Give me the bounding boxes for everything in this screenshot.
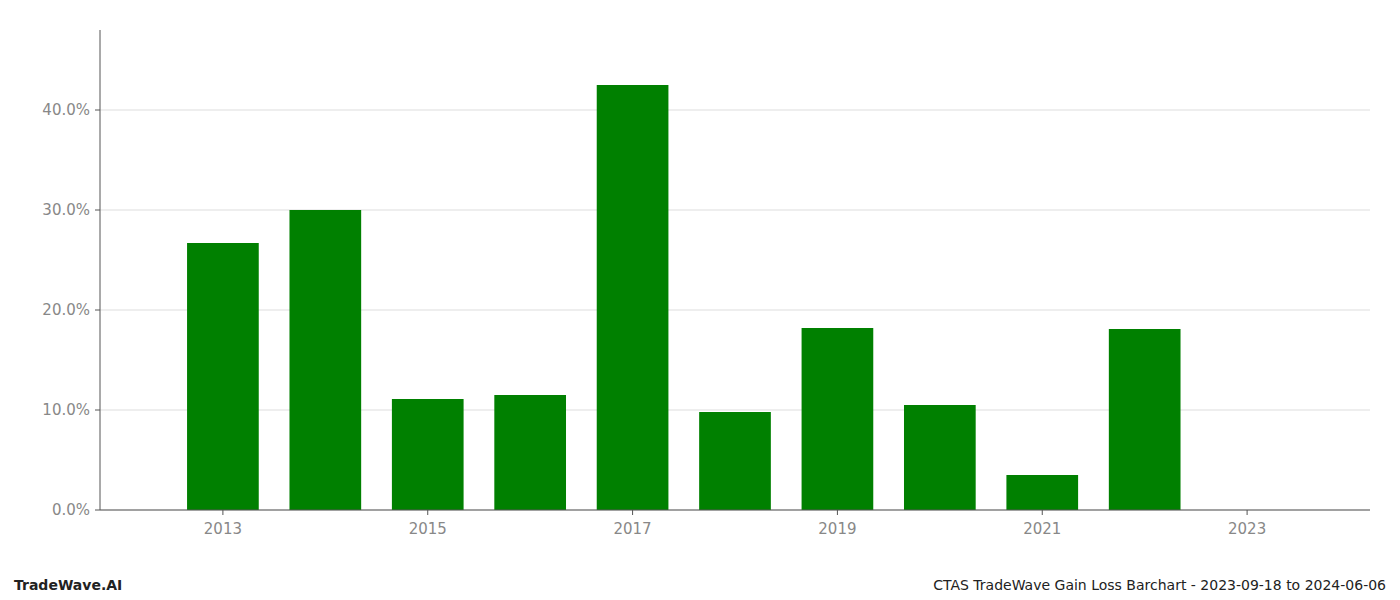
y-tick bbox=[95, 510, 100, 511]
bar bbox=[1006, 475, 1078, 510]
grid-line bbox=[100, 510, 1370, 511]
x-axis: 2013 2015 2017 2019 2021 2023 bbox=[100, 510, 1370, 538]
y-tick bbox=[95, 110, 100, 111]
x-tick bbox=[1247, 510, 1248, 515]
x-tick bbox=[632, 510, 633, 515]
y-tick-label: 10.0% bbox=[42, 401, 90, 419]
footer-left: TradeWave.AI bbox=[14, 577, 122, 593]
bar bbox=[392, 399, 464, 510]
x-tick-label: 2013 bbox=[204, 520, 242, 538]
bar bbox=[494, 395, 566, 510]
bar bbox=[904, 405, 976, 510]
bars bbox=[187, 85, 1180, 510]
bar bbox=[289, 210, 361, 510]
x-axis-line bbox=[100, 510, 1370, 511]
bar bbox=[187, 243, 259, 510]
y-tick bbox=[95, 210, 100, 211]
x-tick bbox=[427, 510, 428, 515]
grid-line bbox=[100, 110, 1370, 111]
y-grid bbox=[100, 110, 1370, 510]
footer-right: CTAS TradeWave Gain Loss Barchart - 2023… bbox=[933, 577, 1386, 593]
x-tick-label: 2023 bbox=[1228, 520, 1266, 538]
x-tick bbox=[222, 510, 223, 515]
x-tick-label: 2019 bbox=[818, 520, 856, 538]
y-tick bbox=[95, 410, 100, 411]
chart-svg: 0.0% 10.0% 20.0% 30.0% 40.0% 2013 2015 2017 2019… bbox=[0, 0, 1400, 600]
y-tick-label: 30.0% bbox=[42, 201, 90, 219]
bar bbox=[1109, 329, 1181, 510]
x-tick bbox=[837, 510, 838, 515]
bar bbox=[699, 412, 771, 510]
bar bbox=[802, 328, 874, 510]
x-tick bbox=[1042, 510, 1043, 515]
x-tick-label: 2015 bbox=[409, 520, 447, 538]
y-axis-line bbox=[100, 30, 101, 510]
x-tick-label: 2017 bbox=[613, 520, 651, 538]
y-tick-label: 0.0% bbox=[52, 501, 90, 519]
chart-container: 0.0% 10.0% 20.0% 30.0% 40.0% 2013 2015 2017 2019… bbox=[0, 0, 1400, 600]
bar bbox=[597, 85, 669, 510]
y-tick bbox=[95, 310, 100, 311]
y-axis: 0.0% 10.0% 20.0% 30.0% 40.0% bbox=[42, 30, 100, 519]
background bbox=[0, 0, 1400, 600]
x-tick-label: 2021 bbox=[1023, 520, 1061, 538]
y-tick-label: 40.0% bbox=[42, 101, 90, 119]
y-tick-label: 20.0% bbox=[42, 301, 90, 319]
